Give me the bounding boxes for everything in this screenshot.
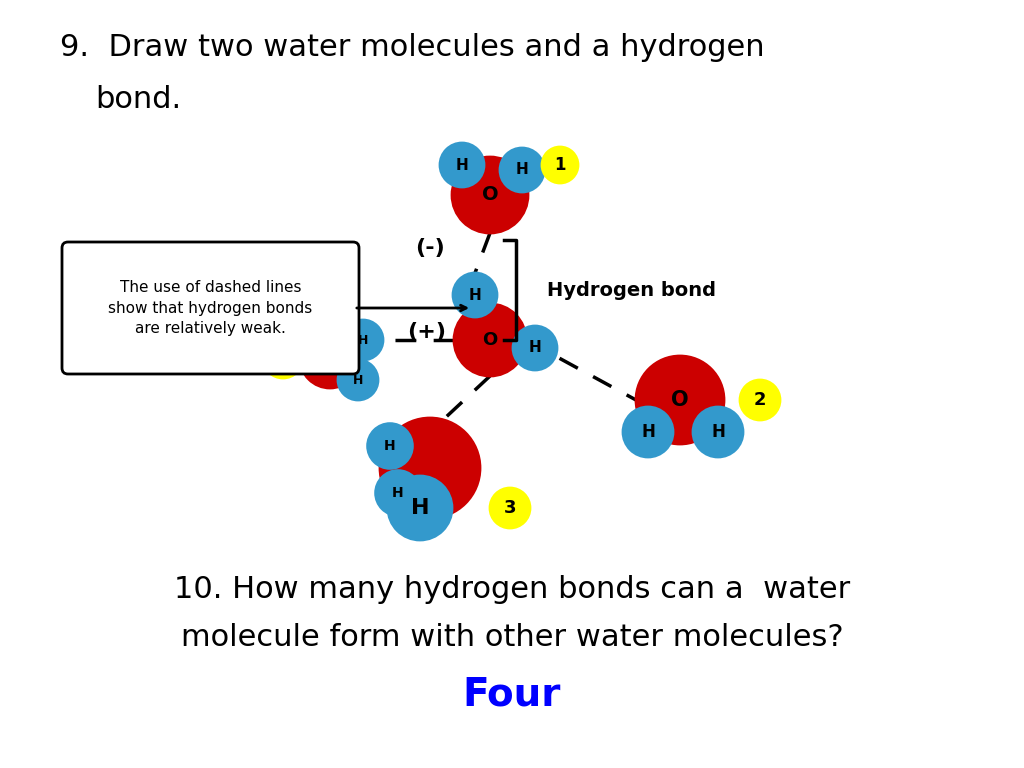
Circle shape	[300, 328, 360, 388]
Text: H: H	[469, 287, 481, 303]
Text: H: H	[456, 157, 468, 173]
Circle shape	[376, 471, 421, 515]
Text: H: H	[353, 373, 364, 386]
Circle shape	[542, 147, 578, 183]
Circle shape	[740, 380, 780, 420]
FancyBboxPatch shape	[62, 242, 359, 374]
Text: H: H	[392, 486, 403, 500]
Circle shape	[368, 424, 413, 468]
Text: H: H	[711, 423, 725, 441]
Text: H: H	[411, 498, 429, 518]
Text: (+): (+)	[408, 322, 446, 342]
Text: 2: 2	[754, 391, 766, 409]
Text: O: O	[324, 350, 337, 366]
Circle shape	[263, 338, 303, 378]
Text: H: H	[384, 439, 396, 453]
Text: bond.: bond.	[95, 85, 181, 114]
Text: Four: Four	[463, 676, 561, 714]
Circle shape	[693, 407, 743, 457]
Circle shape	[636, 356, 724, 444]
Text: 3: 3	[504, 499, 516, 517]
Circle shape	[500, 148, 544, 192]
Text: H: H	[357, 333, 369, 346]
Circle shape	[513, 326, 557, 370]
Text: molecule form with other water molecules?: molecule form with other water molecules…	[180, 624, 844, 653]
Text: H: H	[528, 340, 542, 356]
Text: The use of dashed lines
show that hydrogen bonds
are relatively weak.: The use of dashed lines show that hydrog…	[109, 280, 312, 336]
Circle shape	[490, 488, 530, 528]
Circle shape	[452, 157, 528, 233]
Circle shape	[623, 407, 673, 457]
Circle shape	[454, 304, 526, 376]
Text: H: H	[641, 423, 655, 441]
Circle shape	[453, 273, 497, 317]
Circle shape	[338, 360, 378, 400]
Circle shape	[388, 476, 452, 540]
Circle shape	[380, 418, 480, 518]
Circle shape	[343, 320, 383, 360]
Circle shape	[440, 143, 484, 187]
Text: O: O	[671, 390, 689, 410]
Text: O: O	[482, 331, 498, 349]
Text: 4: 4	[276, 349, 289, 367]
Text: 1: 1	[554, 156, 565, 174]
Text: Hydrogen bond: Hydrogen bond	[547, 280, 716, 300]
Text: O: O	[481, 186, 499, 204]
Text: (-): (-)	[415, 238, 444, 258]
Text: 10. How many hydrogen bonds can a  water: 10. How many hydrogen bonds can a water	[174, 575, 850, 604]
Text: 9.  Draw two water molecules and a hydrogen: 9. Draw two water molecules and a hydrog…	[60, 34, 765, 62]
Text: H: H	[516, 163, 528, 177]
